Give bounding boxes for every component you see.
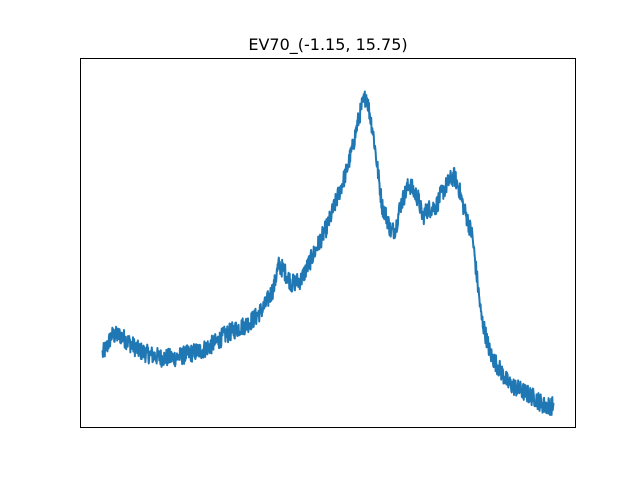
plot-frame: [80, 58, 576, 428]
series-line-0: [101, 90, 555, 416]
chart-title: EV70_(-1.15, 15.75): [248, 35, 407, 55]
plot-area: [101, 90, 555, 416]
